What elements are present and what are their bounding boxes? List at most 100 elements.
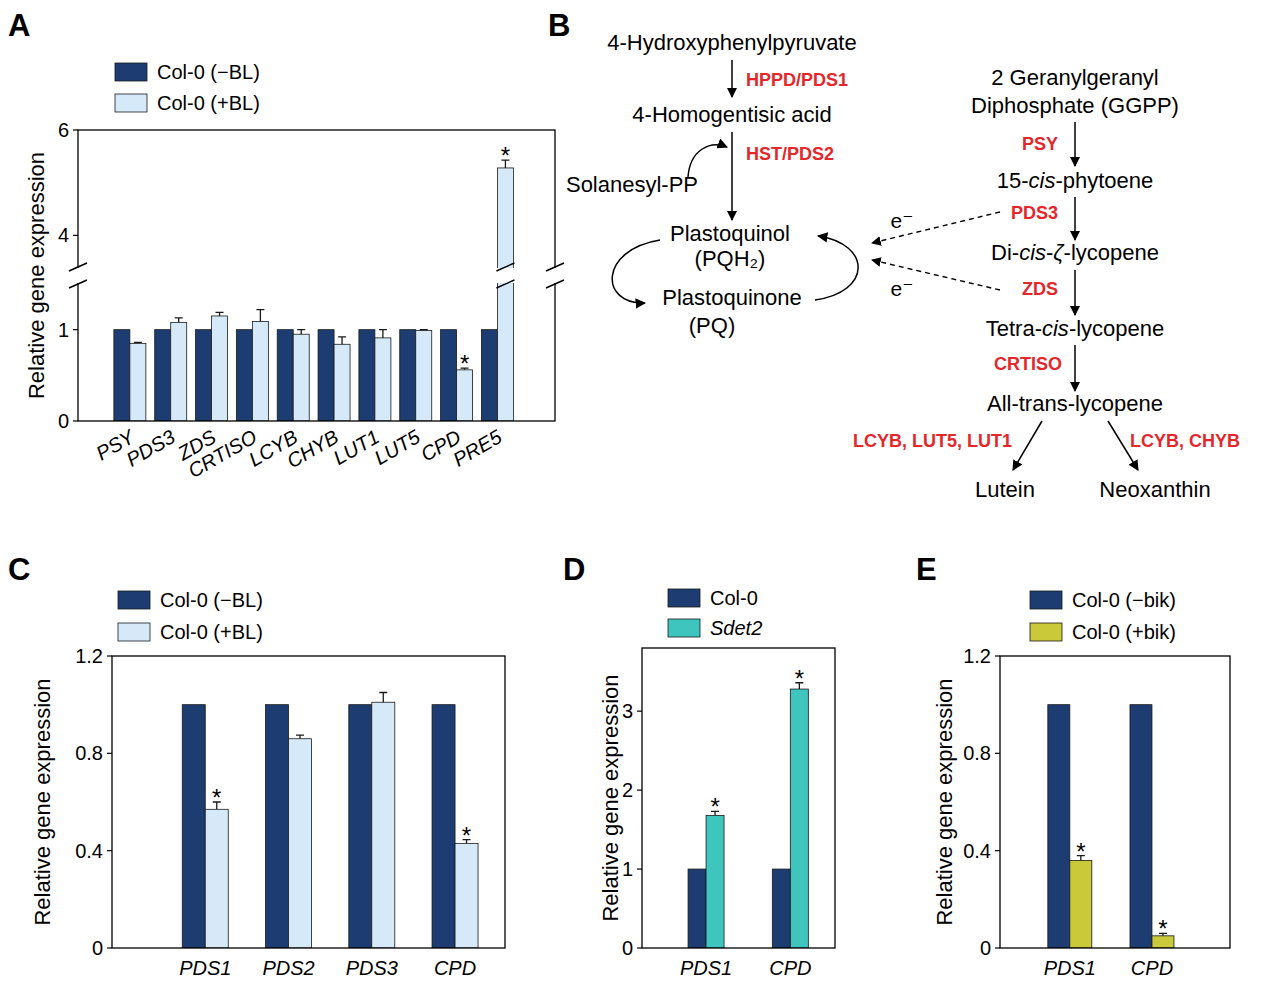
text-part: All-trans-lycopene	[987, 391, 1163, 416]
text-part: (PQH₂)	[695, 246, 766, 271]
bar	[481, 330, 497, 421]
node-label: Solanesyl-PP	[566, 172, 698, 197]
plot-frame	[112, 656, 505, 948]
panel-label: D	[563, 552, 585, 587]
bar	[289, 739, 312, 948]
axis-break-mark	[546, 280, 564, 288]
y-tick-label: 4	[58, 224, 69, 246]
y-tick-label: 0	[58, 410, 69, 432]
axis-break-mark	[69, 263, 87, 271]
legend-swatch	[668, 589, 700, 607]
significance-mark: *	[795, 665, 804, 692]
y-tick	[73, 235, 78, 236]
text-part: 2 Geranylgeranyl	[991, 65, 1159, 90]
bar	[236, 330, 252, 421]
plot-frame	[642, 648, 835, 948]
y-tick-label: 0.4	[75, 840, 103, 862]
arrow	[1013, 421, 1042, 470]
node-label: Diphosphate (GGPP)	[971, 93, 1179, 118]
enzyme-label: LCYB, CHYB	[1130, 431, 1240, 451]
arrow	[1074, 197, 1076, 240]
x-tick-label: PDS3	[122, 425, 178, 470]
panel-label: B	[548, 8, 570, 43]
enzyme-label: PSY	[1022, 134, 1058, 154]
bar	[334, 344, 350, 421]
plot-area	[688, 683, 808, 948]
text-part: Diphosphate (GGPP)	[971, 93, 1179, 118]
electron-label: e⁻	[891, 277, 914, 300]
y-tick	[73, 420, 78, 421]
y-tick-label: 1	[622, 858, 633, 880]
y-tick-label: 0.8	[75, 742, 103, 764]
bar	[196, 330, 212, 421]
error-bar	[379, 330, 387, 338]
node-label: Neoxanthin	[1099, 477, 1210, 502]
y-tick-label: 0	[92, 937, 103, 959]
y-tick-label: 0	[622, 937, 633, 959]
text-part: cis	[1019, 240, 1046, 265]
y-tick	[637, 868, 642, 869]
arrow	[688, 145, 727, 177]
node-label: Plastoquinol	[670, 221, 790, 246]
legend-label: Col-0 (+BL)	[157, 92, 260, 114]
legend-label: Col-0 (−bik)	[1072, 589, 1176, 611]
bar	[1130, 705, 1152, 948]
y-tick-label: 0.4	[963, 840, 991, 862]
y-tick-label: 1	[58, 319, 69, 341]
node-label: 15-cis-phytoene	[997, 168, 1154, 193]
y-tick	[995, 753, 1000, 754]
error-bar	[134, 342, 142, 344]
axis-break-mark	[496, 280, 514, 288]
node-label: 2 Geranylgeranyl	[991, 65, 1159, 90]
node-label: Plastoquinone	[662, 285, 801, 310]
plot-area	[1048, 705, 1174, 948]
y-tick-label: 0	[980, 937, 991, 959]
text-part: -lycopene	[1064, 240, 1159, 265]
bar	[457, 370, 473, 421]
legend-swatch	[1030, 591, 1062, 609]
legend-swatch	[115, 63, 147, 81]
node-label: Tetra-cis-lycopene	[986, 316, 1165, 341]
error-bar	[338, 337, 346, 344]
significance-mark: *	[501, 142, 510, 169]
y-tick	[995, 850, 1000, 851]
legend-label: Col-0 (−BL)	[157, 61, 260, 83]
x-tick-label: CPD	[769, 957, 811, 979]
arrow	[815, 236, 858, 300]
plot-area	[114, 160, 514, 421]
legend-label: Col-0 (+BL)	[160, 621, 263, 643]
y-tick-label: 0.8	[963, 742, 991, 764]
enzyme-label: PDS3	[1011, 203, 1058, 223]
y-tick	[637, 947, 642, 948]
axis-break-mark	[496, 263, 514, 271]
node-label: 4-Homogentisic acid	[632, 102, 831, 127]
enzyme-label: LCYB, LUT5, LUT1	[853, 431, 1012, 451]
bar	[706, 815, 724, 948]
plot-area	[182, 693, 478, 949]
x-tick-label: PDS1	[179, 957, 231, 979]
chart-panel: A0146Relative gene expressionPSYPDS3ZDSC…	[8, 8, 564, 482]
bar	[359, 330, 375, 421]
text-part: -	[1046, 240, 1053, 265]
error-bar	[296, 735, 304, 739]
significance-mark: *	[460, 350, 469, 377]
y-axis-label: Relative gene expression	[30, 678, 55, 925]
bar	[277, 330, 293, 421]
pathway-diagram: B4-Hydroxyphenylpyruvate4-Homogentisic a…	[548, 8, 1240, 502]
bar	[497, 168, 513, 421]
error-bar	[175, 318, 183, 323]
legend-swatch	[1030, 623, 1062, 641]
enzyme-label: HST/PDS2	[746, 144, 834, 164]
bar	[790, 689, 808, 948]
legend-label: Col-0 (+bik)	[1072, 621, 1176, 643]
y-tick	[107, 947, 112, 948]
x-tick-label: PDS1	[1044, 957, 1096, 979]
bar	[400, 330, 416, 421]
text-part: 15-	[997, 168, 1029, 193]
bar	[1048, 705, 1070, 948]
arrow	[1074, 345, 1076, 391]
text-part: Lutein	[975, 477, 1035, 502]
text-part: Plastoquinone	[662, 285, 801, 310]
text-part: cis	[1029, 168, 1056, 193]
text-part: Plastoquinol	[670, 221, 790, 246]
